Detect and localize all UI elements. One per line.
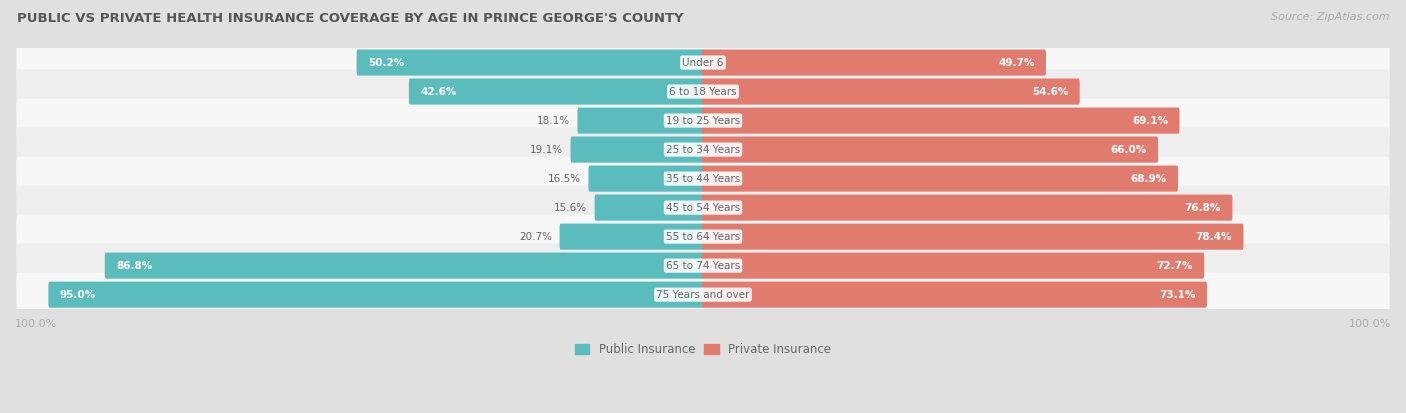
Text: 19 to 25 Years: 19 to 25 Years (666, 116, 740, 126)
Text: 50.2%: 50.2% (368, 57, 404, 68)
FancyBboxPatch shape (17, 69, 1389, 114)
FancyBboxPatch shape (595, 195, 704, 221)
Text: 49.7%: 49.7% (998, 57, 1035, 68)
FancyBboxPatch shape (578, 107, 704, 134)
FancyBboxPatch shape (17, 157, 1389, 201)
Text: 100.0%: 100.0% (15, 319, 58, 329)
FancyBboxPatch shape (17, 128, 1389, 172)
Text: 66.0%: 66.0% (1111, 145, 1147, 154)
FancyBboxPatch shape (589, 166, 704, 192)
FancyBboxPatch shape (105, 253, 704, 279)
FancyBboxPatch shape (702, 50, 1046, 76)
Text: 76.8%: 76.8% (1185, 203, 1220, 213)
Text: 19.1%: 19.1% (530, 145, 564, 154)
FancyBboxPatch shape (48, 282, 704, 308)
Text: 69.1%: 69.1% (1132, 116, 1168, 126)
Text: Under 6: Under 6 (682, 57, 724, 68)
Text: 15.6%: 15.6% (554, 203, 588, 213)
FancyBboxPatch shape (17, 40, 1389, 85)
Text: 45 to 54 Years: 45 to 54 Years (666, 203, 740, 213)
Text: 75 Years and over: 75 Years and over (657, 290, 749, 300)
FancyBboxPatch shape (702, 223, 1243, 250)
FancyBboxPatch shape (702, 282, 1206, 308)
FancyBboxPatch shape (702, 166, 1178, 192)
FancyBboxPatch shape (702, 107, 1180, 134)
Text: 42.6%: 42.6% (420, 87, 457, 97)
FancyBboxPatch shape (409, 78, 704, 104)
FancyBboxPatch shape (17, 215, 1389, 259)
FancyBboxPatch shape (702, 253, 1204, 279)
Text: 18.1%: 18.1% (537, 116, 571, 126)
Text: 54.6%: 54.6% (1032, 87, 1069, 97)
Text: 16.5%: 16.5% (548, 173, 581, 184)
Text: 20.7%: 20.7% (519, 232, 553, 242)
Text: 68.9%: 68.9% (1130, 173, 1167, 184)
FancyBboxPatch shape (17, 244, 1389, 288)
Text: 6 to 18 Years: 6 to 18 Years (669, 87, 737, 97)
FancyBboxPatch shape (702, 137, 1159, 163)
FancyBboxPatch shape (571, 137, 704, 163)
FancyBboxPatch shape (702, 78, 1080, 104)
Text: 95.0%: 95.0% (59, 290, 96, 300)
FancyBboxPatch shape (357, 50, 704, 76)
FancyBboxPatch shape (17, 185, 1389, 230)
FancyBboxPatch shape (17, 99, 1389, 142)
Text: 78.4%: 78.4% (1195, 232, 1232, 242)
Text: 73.1%: 73.1% (1159, 290, 1195, 300)
Text: 86.8%: 86.8% (117, 261, 152, 271)
Text: 55 to 64 Years: 55 to 64 Years (666, 232, 740, 242)
FancyBboxPatch shape (560, 223, 704, 250)
Text: 100.0%: 100.0% (1348, 319, 1391, 329)
Text: 25 to 34 Years: 25 to 34 Years (666, 145, 740, 154)
FancyBboxPatch shape (702, 195, 1233, 221)
Text: 72.7%: 72.7% (1156, 261, 1192, 271)
FancyBboxPatch shape (17, 273, 1389, 317)
Text: PUBLIC VS PRIVATE HEALTH INSURANCE COVERAGE BY AGE IN PRINCE GEORGE'S COUNTY: PUBLIC VS PRIVATE HEALTH INSURANCE COVER… (17, 12, 683, 25)
Text: 35 to 44 Years: 35 to 44 Years (666, 173, 740, 184)
Text: Source: ZipAtlas.com: Source: ZipAtlas.com (1271, 12, 1389, 22)
Legend: Public Insurance, Private Insurance: Public Insurance, Private Insurance (571, 338, 835, 361)
Text: 65 to 74 Years: 65 to 74 Years (666, 261, 740, 271)
